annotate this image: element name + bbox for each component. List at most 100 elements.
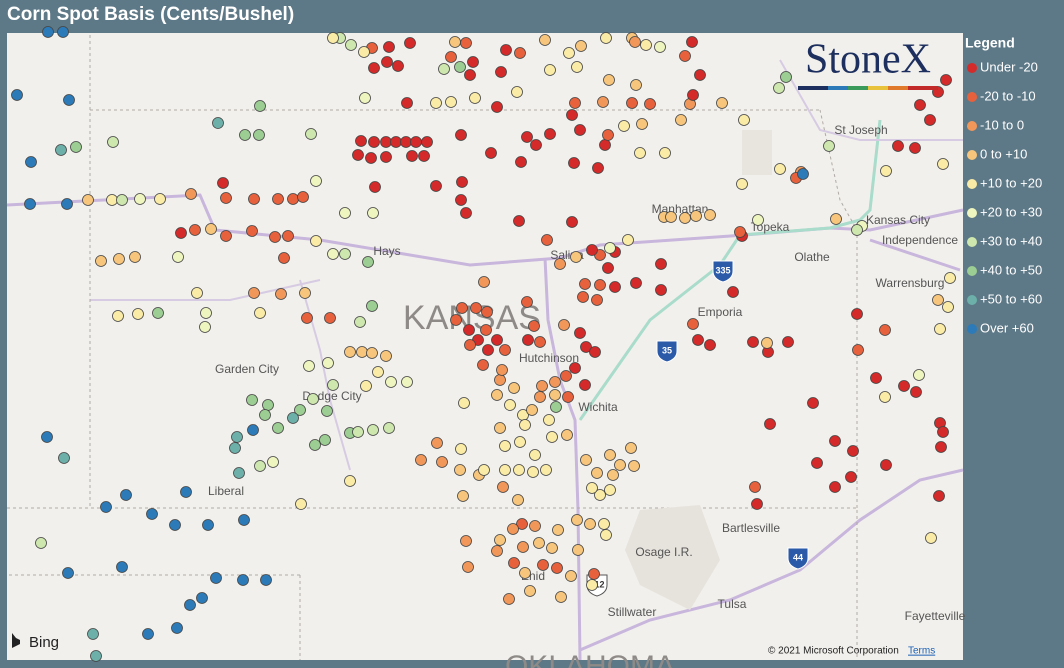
- map-point[interactable]: [571, 514, 583, 526]
- map-point[interactable]: [287, 193, 299, 205]
- map-point[interactable]: [267, 456, 279, 468]
- map-point[interactable]: [352, 426, 364, 438]
- map-point[interactable]: [618, 120, 630, 132]
- map-point[interactable]: [100, 501, 112, 513]
- map-point[interactable]: [597, 96, 609, 108]
- map-point[interactable]: [944, 272, 956, 284]
- map-point[interactable]: [537, 559, 549, 571]
- map-point[interactable]: [254, 100, 266, 112]
- map-point[interactable]: [305, 128, 317, 140]
- map-point[interactable]: [544, 64, 556, 76]
- map-point[interactable]: [171, 622, 183, 634]
- map-point[interactable]: [600, 529, 612, 541]
- map-point[interactable]: [603, 74, 615, 86]
- map-point[interactable]: [507, 523, 519, 535]
- map-point[interactable]: [295, 498, 307, 510]
- map-point[interactable]: [269, 231, 281, 243]
- map-point[interactable]: [736, 178, 748, 190]
- map-point[interactable]: [592, 162, 604, 174]
- map-point[interactable]: [591, 467, 603, 479]
- map-point[interactable]: [655, 258, 667, 270]
- map-point[interactable]: [665, 211, 677, 223]
- map-point[interactable]: [679, 50, 691, 62]
- map-point[interactable]: [58, 452, 70, 464]
- map-point[interactable]: [35, 537, 47, 549]
- map-point[interactable]: [129, 251, 141, 263]
- map-point[interactable]: [220, 192, 232, 204]
- map-point[interactable]: [365, 152, 377, 164]
- map-point[interactable]: [239, 129, 251, 141]
- map-point[interactable]: [687, 318, 699, 330]
- map-point[interactable]: [925, 532, 937, 544]
- map-point[interactable]: [924, 114, 936, 126]
- map-point[interactable]: [533, 537, 545, 549]
- map-point[interactable]: [577, 291, 589, 303]
- map-point[interactable]: [438, 63, 450, 75]
- map-point[interactable]: [478, 276, 490, 288]
- map-point[interactable]: [686, 36, 698, 48]
- map-point[interactable]: [445, 96, 457, 108]
- map-point[interactable]: [940, 74, 952, 86]
- map-point[interactable]: [530, 139, 542, 151]
- map-point[interactable]: [566, 216, 578, 228]
- map-point[interactable]: [549, 376, 561, 388]
- map-point[interactable]: [254, 460, 266, 472]
- map-point[interactable]: [455, 443, 467, 455]
- map-point[interactable]: [11, 89, 23, 101]
- map-point[interactable]: [586, 482, 598, 494]
- map-point[interactable]: [892, 140, 904, 152]
- map-point[interactable]: [278, 252, 290, 264]
- map-point[interactable]: [358, 46, 370, 58]
- map-point[interactable]: [551, 562, 563, 574]
- map-point[interactable]: [644, 98, 656, 110]
- map-point[interactable]: [764, 418, 776, 430]
- map-point[interactable]: [464, 339, 476, 351]
- map-point[interactable]: [630, 277, 642, 289]
- map-point[interactable]: [598, 518, 610, 530]
- map-point[interactable]: [87, 628, 99, 640]
- map-point[interactable]: [463, 324, 475, 336]
- map-point[interactable]: [569, 97, 581, 109]
- map-point[interactable]: [339, 248, 351, 260]
- map-point[interactable]: [381, 56, 393, 68]
- map-point[interactable]: [514, 47, 526, 59]
- map-point[interactable]: [383, 422, 395, 434]
- map-point[interactable]: [747, 336, 759, 348]
- map-point[interactable]: [574, 124, 586, 136]
- map-point[interactable]: [655, 284, 667, 296]
- map-point[interactable]: [614, 459, 626, 471]
- map-point[interactable]: [495, 66, 507, 78]
- map-point[interactable]: [404, 37, 416, 49]
- map-point[interactable]: [569, 362, 581, 374]
- map-point[interactable]: [368, 62, 380, 74]
- map-point[interactable]: [636, 118, 648, 130]
- map-point[interactable]: [909, 142, 921, 154]
- map-point[interactable]: [327, 32, 339, 44]
- map-point[interactable]: [327, 248, 339, 260]
- map-point[interactable]: [634, 147, 646, 159]
- map-point[interactable]: [275, 288, 287, 300]
- map-point[interactable]: [807, 397, 819, 409]
- map-point[interactable]: [116, 561, 128, 573]
- map-point[interactable]: [942, 301, 954, 313]
- map-point[interactable]: [248, 287, 260, 299]
- map-point[interactable]: [482, 344, 494, 356]
- terms-link[interactable]: Terms: [908, 646, 935, 657]
- map-point[interactable]: [456, 176, 468, 188]
- map-point[interactable]: [914, 99, 926, 111]
- map-point[interactable]: [628, 460, 640, 472]
- map-point[interactable]: [366, 300, 378, 312]
- map-point[interactable]: [401, 376, 413, 388]
- map-point[interactable]: [527, 466, 539, 478]
- map-point[interactable]: [499, 464, 511, 476]
- map-point[interactable]: [25, 156, 37, 168]
- map-point[interactable]: [528, 320, 540, 332]
- map-point[interactable]: [362, 256, 374, 268]
- map-point[interactable]: [359, 92, 371, 104]
- map-point[interactable]: [654, 41, 666, 53]
- map-point[interactable]: [622, 234, 634, 246]
- map-point[interactable]: [519, 567, 531, 579]
- map-point[interactable]: [229, 442, 241, 454]
- map-point[interactable]: [356, 346, 368, 358]
- map-point[interactable]: [431, 437, 443, 449]
